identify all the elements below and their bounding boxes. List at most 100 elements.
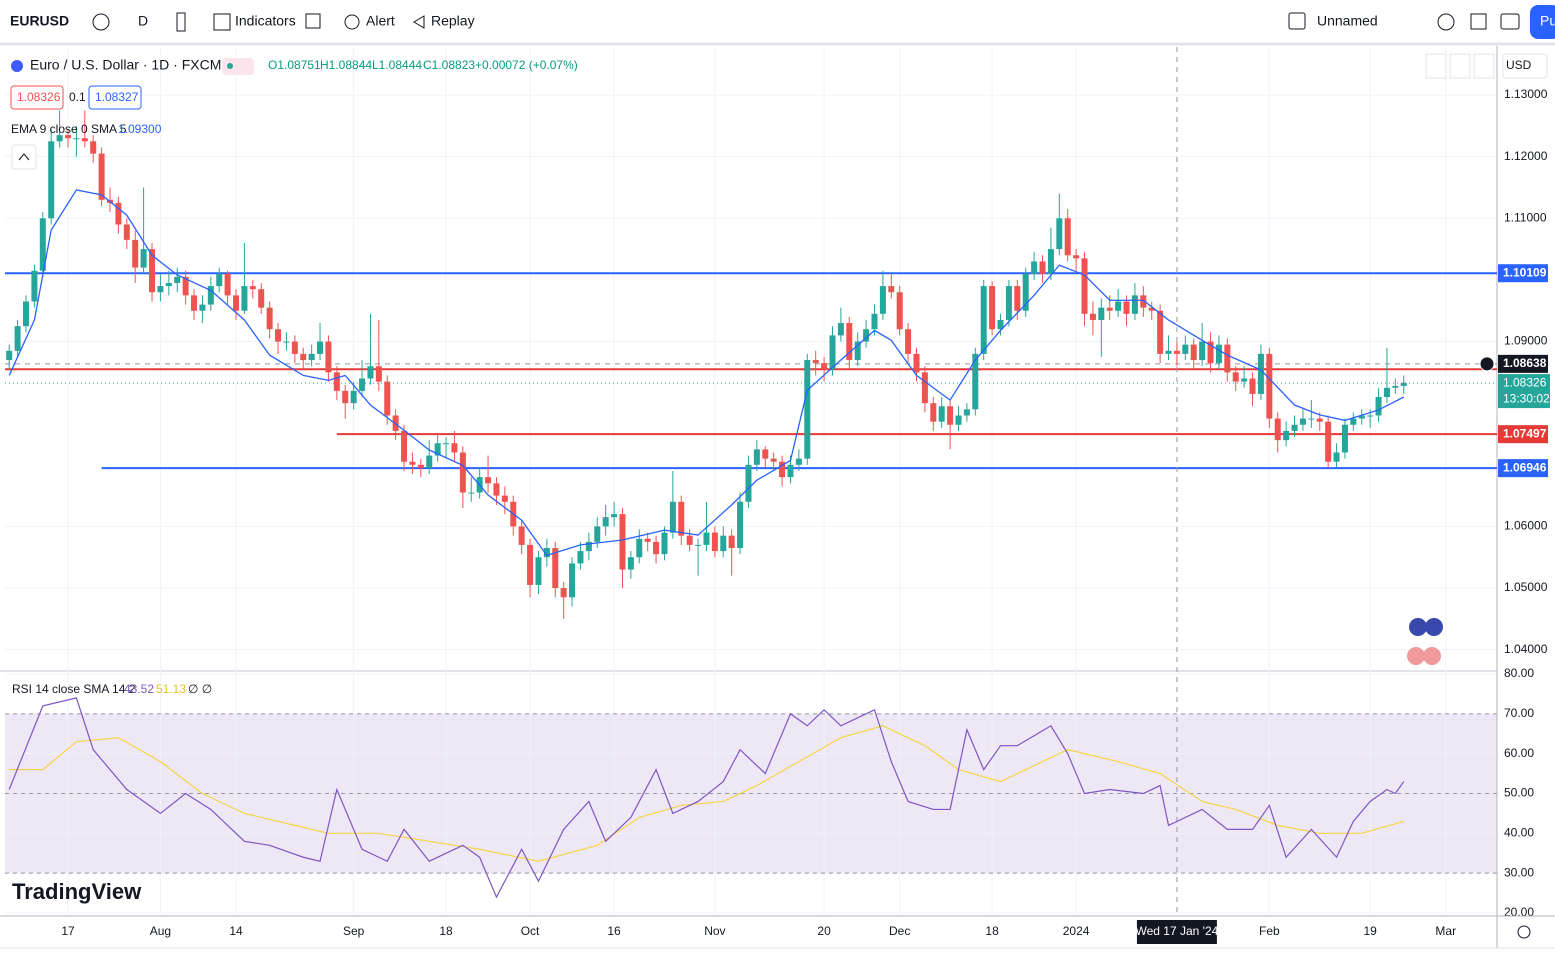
candle-body [795, 458, 802, 465]
candle-body [644, 538, 651, 542]
status-dot [227, 63, 233, 69]
x-tick-label: Feb [1259, 924, 1280, 938]
currency: USD [1506, 58, 1532, 72]
layout-button[interactable]: Unnamed [1317, 13, 1378, 29]
spread: 0.1 [69, 90, 86, 104]
candle-body [342, 390, 349, 404]
crosshair-price-label: 1.08638 [1503, 356, 1547, 370]
candle-body [703, 532, 710, 545]
candle-body [770, 458, 777, 462]
candle-body [1140, 295, 1147, 308]
candle-body [863, 329, 870, 342]
x-tick-label: 19 [1363, 924, 1377, 938]
snapshot-button[interactable] [1500, 13, 1520, 30]
x-tick-label: 18 [985, 924, 999, 938]
crosshair-time-label: Wed 17 Jan '24 [1136, 924, 1219, 938]
alert-button[interactable]: Alert [366, 13, 395, 29]
event-flag[interactable] [1423, 647, 1441, 665]
y-tick-label: 1.05000 [1504, 580, 1548, 594]
candle-body [1266, 353, 1273, 419]
candle-body [1182, 344, 1189, 354]
event-flag[interactable] [1407, 647, 1425, 665]
candle-body [821, 363, 828, 370]
candle-body [972, 353, 979, 410]
symbol-search[interactable]: EURUSD [10, 13, 69, 29]
candle-body [65, 135, 72, 139]
alert-icon [344, 14, 360, 30]
candle-body [686, 535, 693, 545]
candle-body [1367, 415, 1374, 417]
candle-body [921, 372, 928, 404]
currency-button[interactable] [1502, 53, 1548, 79]
price-line-label: 1.07497 [1503, 426, 1547, 440]
x-tick-label: Mar [1435, 924, 1456, 938]
candle-body [1274, 418, 1281, 441]
move-down-button[interactable] [1425, 53, 1447, 79]
crosshair-time-tag [1136, 920, 1217, 944]
candle-body [1073, 255, 1080, 259]
candle-body [896, 292, 903, 330]
compare-button[interactable] [92, 13, 110, 31]
candle-body [527, 544, 534, 585]
y-tick-label: 1.09000 [1504, 334, 1548, 348]
replay-button[interactable]: Replay [431, 13, 475, 29]
candle-body [1375, 397, 1382, 416]
chart-type-button[interactable] [176, 12, 186, 32]
candle-body [1232, 372, 1239, 382]
buy-button[interactable] [88, 85, 142, 110]
candle-body [695, 544, 702, 546]
indicators-button[interactable]: Indicators [235, 13, 296, 29]
interval-button[interactable]: D [138, 13, 148, 29]
candle-body [1249, 378, 1256, 394]
maximize-pane-button[interactable] [1473, 53, 1495, 79]
ema-line [8, 189, 1405, 557]
candle-body [191, 295, 198, 311]
templates-button[interactable] [305, 13, 321, 29]
candle-body [1089, 313, 1096, 320]
candle-body [333, 372, 340, 391]
sell-button[interactable] [10, 85, 64, 110]
candle-body [409, 461, 416, 465]
candle-body [275, 329, 282, 342]
candle-body [1283, 430, 1290, 441]
publish-button[interactable] [1530, 5, 1555, 39]
candle-body [585, 541, 592, 552]
candle-body [317, 341, 324, 354]
candle-body [325, 341, 332, 373]
fullscreen-button[interactable] [1470, 13, 1487, 30]
candle-body [375, 366, 382, 382]
candle-body [1299, 418, 1306, 425]
candle-body [1341, 424, 1348, 453]
y-tick-label: 1.11000 [1504, 210, 1547, 224]
candle-body [157, 286, 164, 293]
candle-body [594, 526, 601, 542]
candle-body [552, 547, 559, 589]
axis-settings[interactable] [1517, 925, 1531, 939]
settings-button[interactable] [1437, 13, 1455, 31]
candle-body [1224, 344, 1231, 373]
chart-title: Euro / U.S. Dollar · 1D · FXCM [30, 57, 221, 73]
candle-body [1199, 341, 1206, 361]
candle-body [6, 350, 13, 361]
candle-body [501, 495, 508, 502]
candle-body [1400, 382, 1407, 386]
candle-body [1257, 353, 1264, 394]
candle-body [569, 563, 576, 598]
x-tick-label: 14 [229, 924, 243, 938]
event-flag[interactable] [1409, 618, 1427, 636]
candle-body [182, 276, 189, 296]
candle-body [1291, 424, 1298, 431]
candle-body [216, 273, 223, 287]
candle-body [787, 464, 794, 478]
collapse-legend[interactable] [11, 144, 37, 170]
rsi-legend: RSI 14 close SMA 14 2 [12, 682, 136, 696]
collapse-pane-button[interactable] [1449, 53, 1471, 79]
candle-body [653, 541, 660, 555]
sell-price: 1.08326 [17, 90, 61, 104]
y-tick-label: 1.06000 [1504, 519, 1548, 533]
candle-body [577, 551, 584, 564]
candle-body [241, 286, 248, 311]
candle-body [905, 329, 912, 354]
event-flag[interactable] [1425, 618, 1443, 636]
